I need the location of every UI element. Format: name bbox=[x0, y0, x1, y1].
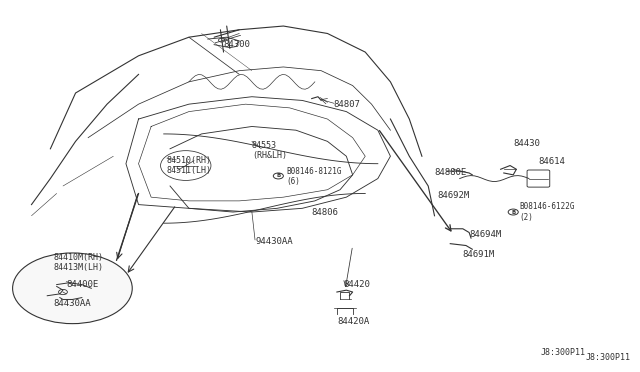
Text: B08146-8121G
(6): B08146-8121G (6) bbox=[287, 167, 342, 186]
Text: 84880E: 84880E bbox=[435, 169, 467, 177]
Text: 84430: 84430 bbox=[513, 139, 540, 148]
Text: 84553
(RH&LH): 84553 (RH&LH) bbox=[252, 141, 287, 160]
Text: B: B bbox=[276, 173, 280, 179]
Text: 84510(RH)
84511(LH): 84510(RH) 84511(LH) bbox=[167, 156, 212, 175]
Text: 84300: 84300 bbox=[223, 40, 250, 49]
Text: B08146-6122G
(2): B08146-6122G (2) bbox=[520, 202, 575, 222]
Text: 84694M: 84694M bbox=[469, 230, 501, 239]
Text: 84806: 84806 bbox=[312, 208, 339, 217]
Text: J8:300P11: J8:300P11 bbox=[541, 348, 586, 357]
Text: J8:300P11: J8:300P11 bbox=[586, 353, 630, 362]
Text: 94430AA: 94430AA bbox=[255, 237, 292, 246]
Text: 84420A: 84420A bbox=[337, 317, 369, 326]
Text: 84614: 84614 bbox=[538, 157, 565, 166]
Text: 84692M: 84692M bbox=[438, 191, 470, 200]
Circle shape bbox=[13, 253, 132, 324]
Text: B: B bbox=[511, 209, 515, 215]
Text: 84420: 84420 bbox=[343, 280, 370, 289]
Text: 84691M: 84691M bbox=[463, 250, 495, 259]
Text: 84410M(RH)
84413M(LH): 84410M(RH) 84413M(LH) bbox=[54, 253, 104, 272]
Text: 84400E: 84400E bbox=[66, 280, 99, 289]
Text: 84807: 84807 bbox=[333, 100, 360, 109]
Text: 84430AA: 84430AA bbox=[54, 299, 91, 308]
